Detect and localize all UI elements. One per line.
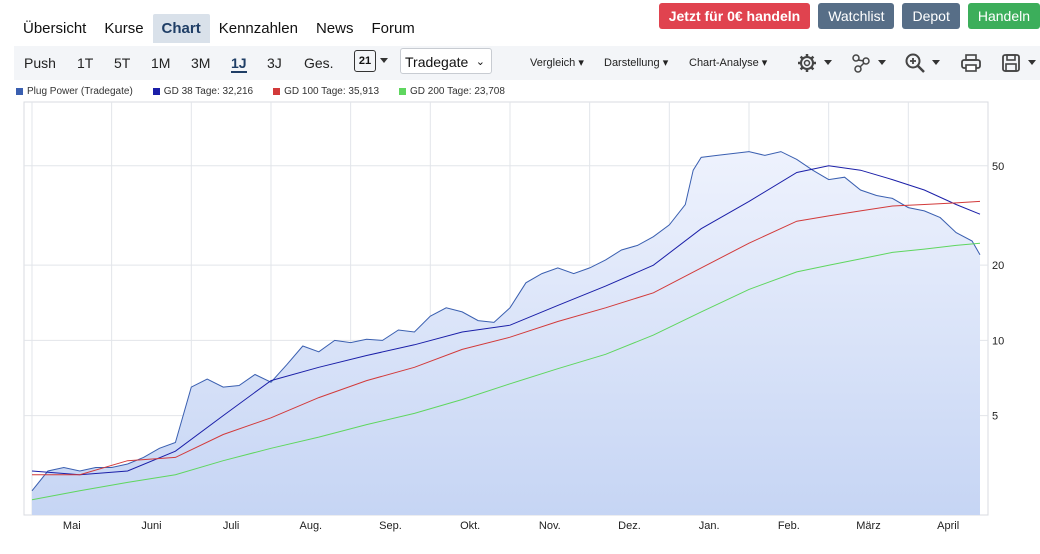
tab-news[interactable]: News xyxy=(315,20,354,37)
x-tick-label: Juli xyxy=(223,520,240,532)
tab-uebersicht[interactable]: Übersicht xyxy=(23,20,87,37)
gear-caret-icon xyxy=(824,60,832,65)
price-line xyxy=(31,151,981,492)
print-icon[interactable] xyxy=(960,52,982,74)
chart-analyse-menu[interactable]: Chart-Analyse ▾ xyxy=(689,57,768,69)
legend-swatch xyxy=(273,88,281,95)
action-buttons: Jetzt für 0€ handeln Watchlist Depot Han… xyxy=(658,3,1040,29)
legend-swatch xyxy=(16,88,23,95)
x-tick-label: März xyxy=(856,520,880,532)
gear-icon[interactable] xyxy=(796,52,818,74)
range-1j[interactable]: 1J xyxy=(231,55,247,73)
y-tick-label: 10 xyxy=(992,335,1004,347)
y-tick-label: 5 xyxy=(992,411,998,423)
x-tick-label: April xyxy=(937,520,959,532)
legend-swatch xyxy=(152,88,160,95)
x-tick-label: Aug. xyxy=(299,520,322,532)
indicator-icon[interactable] xyxy=(850,52,872,74)
save-icon[interactable] xyxy=(1000,52,1022,74)
range-push[interactable]: Push xyxy=(24,55,56,71)
tab-forum[interactable]: Forum xyxy=(371,20,415,37)
watchlist-button[interactable]: Watchlist xyxy=(818,3,895,29)
tab-kennzahlen[interactable]: Kennzahlen xyxy=(218,20,298,37)
gd200-line xyxy=(31,242,981,501)
range-3j[interactable]: 3J xyxy=(267,55,282,71)
range-1t[interactable]: 1T xyxy=(77,55,94,71)
legend-item-gd38[interactable]: GD 38 Tage: 32,216 xyxy=(152,86,253,97)
darstellung-menu[interactable]: Darstellung ▾ xyxy=(604,57,669,69)
zoom-caret-icon xyxy=(932,60,940,65)
trade-free-button[interactable]: Jetzt für 0€ handeln xyxy=(658,3,811,29)
gd100-line xyxy=(32,200,981,476)
legend-item-gd200[interactable]: GD 200 Tage: 23,708 xyxy=(399,86,505,97)
price-area xyxy=(32,151,980,515)
range-3m[interactable]: 3M xyxy=(191,55,211,71)
y-tick-label: 50 xyxy=(992,161,1004,173)
calendar-icon[interactable]: 21 xyxy=(354,50,376,72)
x-tick-label: Okt. xyxy=(460,520,480,532)
depot-button[interactable]: Depot xyxy=(902,3,960,29)
chart-legend: Plug Power (Tradegate) GD 38 Tage: 32,21… xyxy=(16,86,505,97)
x-tick-label: Feb. xyxy=(778,520,800,532)
range-1m[interactable]: 1M xyxy=(151,55,171,71)
x-tick-label: Jan. xyxy=(699,520,720,532)
x-tick-label: Sep. xyxy=(379,520,402,532)
tab-kurse[interactable]: Kurse xyxy=(104,20,144,37)
x-tick-label: Nov. xyxy=(539,520,561,532)
indicator-caret-icon xyxy=(878,60,886,65)
exchange-select[interactable]: Tradegate ⌄ xyxy=(400,48,492,74)
vergleich-menu[interactable]: Vergleich ▾ xyxy=(530,57,584,69)
chevron-down-icon: ⌄ xyxy=(475,56,485,68)
legend-swatch xyxy=(399,88,407,95)
chart-toolbar: Push 1T 5T 1M 3M 1J 3J Ges. 21 Tradegate… xyxy=(14,46,1040,80)
main-tabs: Übersicht Kurse Chart Kennzahlen News Fo… xyxy=(14,14,424,43)
range-5t[interactable]: 5T xyxy=(114,55,131,71)
x-tick-label: Dez. xyxy=(618,520,641,532)
gd38-line xyxy=(31,165,981,476)
save-caret-icon xyxy=(1028,60,1036,65)
zoom-icon[interactable] xyxy=(904,52,926,74)
calendar-caret-icon xyxy=(380,58,388,63)
x-tick-label: Juni xyxy=(141,520,161,532)
x-tick-label: Mai xyxy=(63,520,81,532)
exchange-select-value: Tradegate xyxy=(405,54,469,70)
legend-item-plug-power[interactable]: Plug Power (Tradegate) xyxy=(16,86,133,97)
y-tick-label: 20 xyxy=(992,260,1004,272)
tab-chart[interactable]: Chart xyxy=(152,14,210,43)
range-ges[interactable]: Ges. xyxy=(304,55,334,71)
handeln-button[interactable]: Handeln xyxy=(967,3,1040,29)
legend-item-gd100[interactable]: GD 100 Tage: 35,913 xyxy=(273,86,379,97)
